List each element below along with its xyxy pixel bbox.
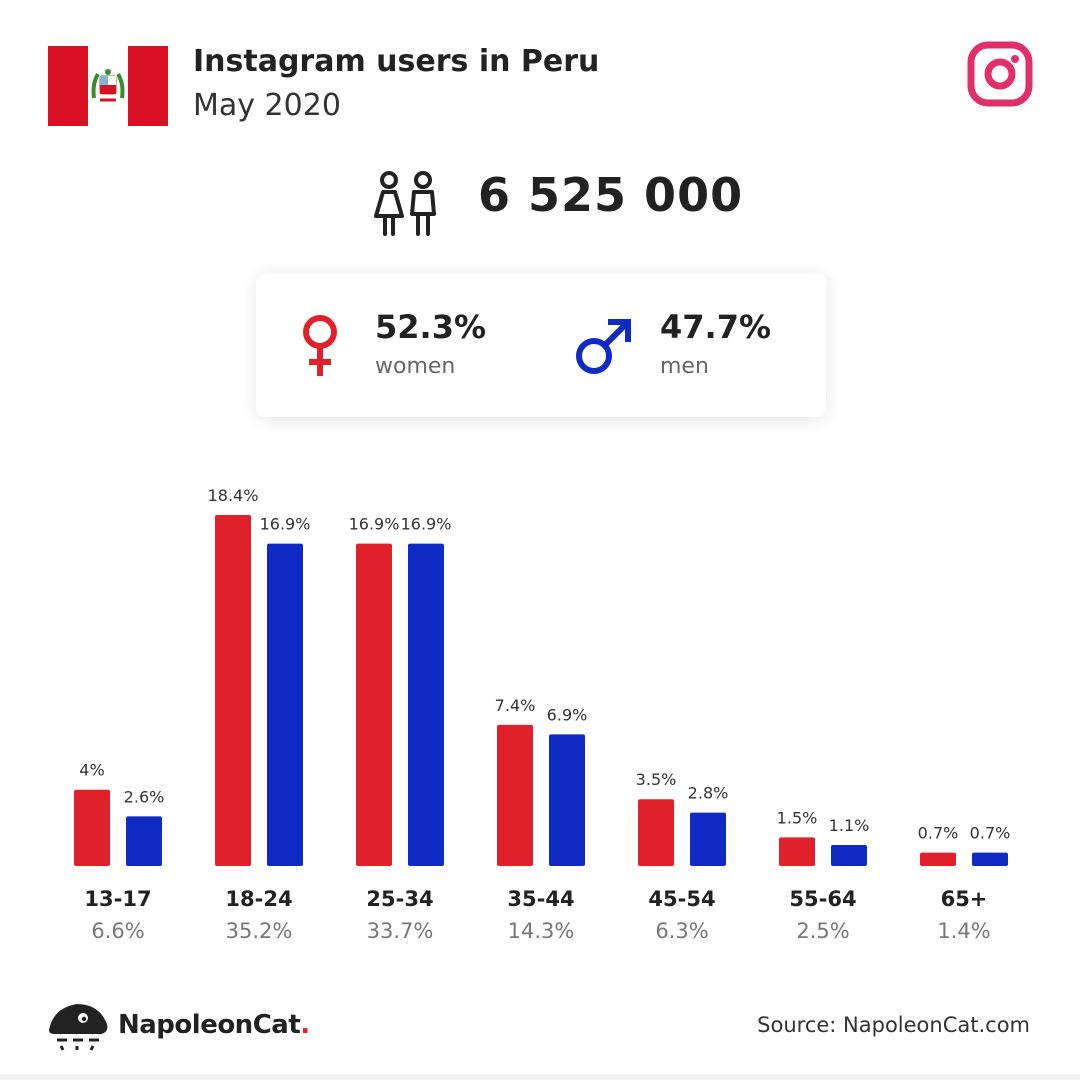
category-label-18-24: 18-24 <box>225 887 292 911</box>
data-label-45-54-men: 2.8% <box>688 784 729 803</box>
bar-65+-women <box>920 852 956 866</box>
bar-65+-men <box>972 852 1008 866</box>
women-label: women <box>375 354 456 379</box>
total-users-value: 6 525 000 <box>478 168 744 222</box>
data-label-18-24-men: 16.9% <box>260 515 311 534</box>
instagram-icon <box>967 41 1033 107</box>
category-label-45-54: 45-54 <box>648 887 715 911</box>
category-label-13-17: 13-17 <box>84 887 151 911</box>
women-percentage: 52.3% <box>375 308 487 346</box>
men-percentage: 47.7% <box>660 308 772 346</box>
category-label-65+: 65+ <box>941 887 988 911</box>
female-symbol-icon <box>303 315 337 376</box>
data-label-65+-men: 0.7% <box>970 824 1011 843</box>
peru-flag-icon <box>48 46 168 126</box>
age-gender-bar-chart: 4% 2.6% 13-17 6.6% 18.4% 16.9% 18-24 35.2% 16.9%… <box>0 460 1080 960</box>
category-label-25-34: 25-34 <box>366 887 433 911</box>
bar-18-24-men <box>267 543 303 866</box>
data-label-13-17-men: 2.6% <box>124 787 165 806</box>
bar-13-17-men <box>126 816 162 866</box>
bar-45-54-women <box>638 799 674 866</box>
category-total-25-34: 33.7% <box>367 919 434 943</box>
data-label-35-44-women: 7.4% <box>495 696 536 715</box>
men-label: men <box>660 354 709 379</box>
data-label-25-34-men: 16.9% <box>401 515 452 534</box>
bar-25-34-men <box>408 543 444 866</box>
bar-35-44-women <box>497 724 533 866</box>
bar-25-34-women <box>356 543 392 866</box>
category-label-35-44: 35-44 <box>507 887 574 911</box>
bar-35-44-men <box>549 734 585 866</box>
category-total-18-24: 35.2% <box>226 919 293 943</box>
category-total-55-64: 2.5% <box>796 919 849 943</box>
brand-name: NapoleonCat. <box>118 1010 310 1040</box>
data-label-65+-women: 0.7% <box>918 824 959 843</box>
bottom-strip <box>0 1074 1080 1080</box>
male-symbol-icon <box>576 319 631 374</box>
gender-split-card: 52.3% women 47.7% men <box>256 274 826 417</box>
bar-55-64-men <box>831 845 867 866</box>
bar-45-54-men <box>690 812 726 866</box>
category-label-55-64: 55-64 <box>789 887 856 911</box>
data-label-18-24-women: 18.4% <box>208 486 259 505</box>
data-label-45-54-women: 3.5% <box>636 770 677 789</box>
brand-text: NapoleonCat <box>118 1010 301 1040</box>
bar-13-17-women <box>74 789 110 866</box>
category-total-13-17: 6.6% <box>91 919 144 943</box>
page-title: Instagram users in Peru <box>193 44 600 79</box>
bar-18-24-women <box>215 515 251 866</box>
category-total-65+: 1.4% <box>937 919 990 943</box>
category-total-45-54: 6.3% <box>655 919 708 943</box>
brand-dot: . <box>300 1010 310 1040</box>
page-subtitle: May 2020 <box>193 88 341 123</box>
data-label-25-34-women: 16.9% <box>349 515 400 534</box>
chart-svg: 4%2.6%13-176.6%18.4%16.9%18-2435.2%16.9%… <box>74 486 1011 943</box>
category-total-35-44: 14.3% <box>508 919 575 943</box>
source-credit: Source: NapoleonCat.com <box>757 1013 1030 1037</box>
data-label-55-64-women: 1.5% <box>777 808 818 827</box>
bar-55-64-women <box>779 837 815 866</box>
napoleoncat-logo-icon <box>49 1004 108 1051</box>
data-label-55-64-men: 1.1% <box>829 816 870 835</box>
data-label-35-44-men: 6.9% <box>547 705 588 724</box>
people-icon <box>374 171 436 236</box>
data-label-13-17-women: 4% <box>79 761 104 780</box>
